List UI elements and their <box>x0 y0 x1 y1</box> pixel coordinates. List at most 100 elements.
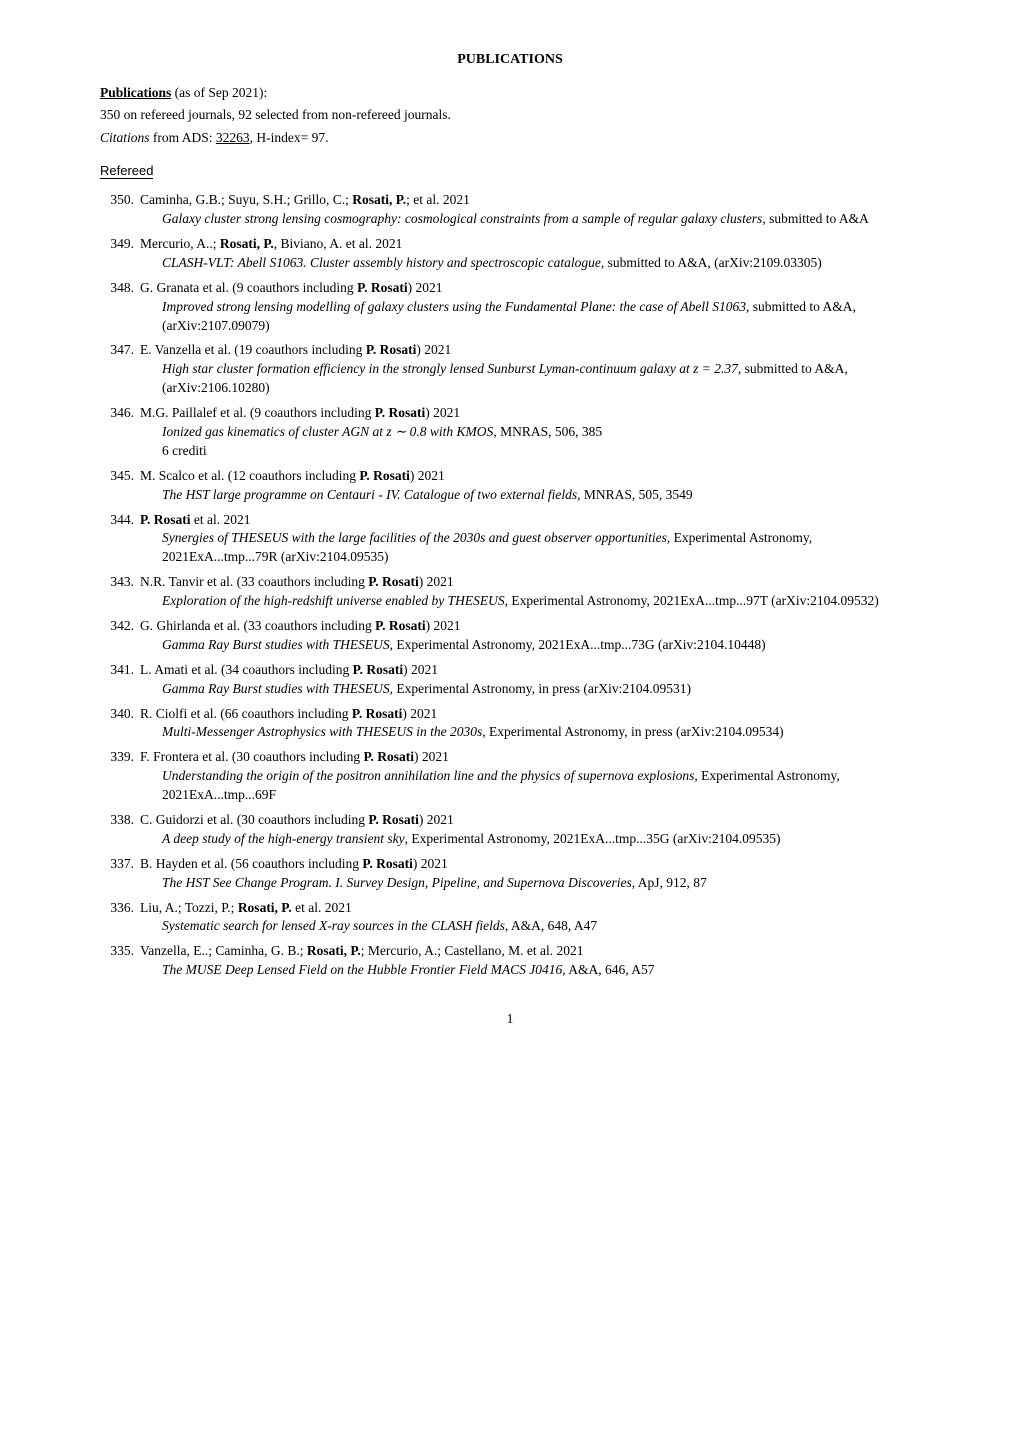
publication-title-line: Understanding the origin of the positron… <box>140 767 920 805</box>
publications-summary-line2: 350 on refereed journals, 92 selected fr… <box>100 106 920 125</box>
publication-title-line: The MUSE Deep Lensed Field on the Hubble… <box>140 961 920 980</box>
publication-item: 346.M.G. Paillalef et al. (9 coauthors i… <box>100 404 920 461</box>
authors-bold: P. Rosati <box>368 812 419 827</box>
publication-number: 346. <box>100 404 140 461</box>
authors-bold: P. Rosati <box>366 342 417 357</box>
publication-title-line: Systematic search for lensed X-ray sourc… <box>140 917 920 936</box>
publication-entry: B. Hayden et al. (56 coauthors including… <box>140 855 920 893</box>
publication-title-line: Ionized gas kinematics of cluster AGN at… <box>140 423 920 442</box>
publication-authors: P. Rosati et al. 2021 <box>140 511 920 530</box>
authors-bold: Rosati, P. <box>352 192 406 207</box>
citations-count: 32263 <box>216 130 250 145</box>
publication-number: 342. <box>100 617 140 655</box>
authors-pre: Vanzella, E..; Caminha, G. B.; <box>140 943 307 958</box>
publication-title-line: High star cluster formation efficiency i… <box>140 360 920 398</box>
publication-item: 335.Vanzella, E..; Caminha, G. B.; Rosat… <box>100 942 920 980</box>
publication-tail: , A&A, 648, A47 <box>505 918 597 933</box>
publication-title-line: The HST See Change Program. I. Survey De… <box>140 874 920 893</box>
authors-bold: P. Rosati <box>362 856 413 871</box>
publication-authors: Mercurio, A..; Rosati, P., Biviano, A. e… <box>140 235 920 254</box>
publication-authors: M. Scalco et al. (12 coauthors including… <box>140 467 920 486</box>
publication-title: Systematic search for lensed X-ray sourc… <box>162 918 505 933</box>
authors-bold: P. Rosati <box>364 749 415 764</box>
authors-pre: M.G. Paillalef et al. (9 coauthors inclu… <box>140 405 375 420</box>
publication-item: 347.E. Vanzella et al. (19 coauthors inc… <box>100 341 920 398</box>
publication-item: 345.M. Scalco et al. (12 coauthors inclu… <box>100 467 920 505</box>
authors-post: ) 2021 <box>408 280 443 295</box>
authors-bold: P. Rosati <box>357 280 408 295</box>
publication-tail: , Experimental Astronomy, 2021ExA...tmp.… <box>405 831 781 846</box>
publication-number: 347. <box>100 341 140 398</box>
publication-number: 337. <box>100 855 140 893</box>
publication-entry: E. Vanzella et al. (19 coauthors includi… <box>140 341 920 398</box>
publication-tail: , MNRAS, 506, 385 <box>493 424 602 439</box>
authors-post: ) 2021 <box>425 405 460 420</box>
publication-authors: Liu, A.; Tozzi, P.; Rosati, P. et al. 20… <box>140 899 920 918</box>
authors-post: et al. 2021 <box>191 512 251 527</box>
authors-bold: P. Rosati <box>353 662 404 677</box>
publications-asof: (as of Sep 2021): <box>171 85 267 100</box>
authors-pre: Caminha, G.B.; Suyu, S.H.; Grillo, C.; <box>140 192 352 207</box>
publication-title-line: Exploration of the high-redshift univers… <box>140 592 920 611</box>
publication-tail: , Experimental Astronomy, in press (arXi… <box>482 724 783 739</box>
publication-title: The HST See Change Program. I. Survey De… <box>162 875 632 890</box>
publication-title: Gamma Ray Burst studies with THESEUS <box>162 637 390 652</box>
publication-title: The MUSE Deep Lensed Field on the Hubble… <box>162 962 562 977</box>
publication-authors: R. Ciolfi et al. (66 coauthors including… <box>140 705 920 724</box>
authors-pre: E. Vanzella et al. (19 coauthors includi… <box>140 342 366 357</box>
publication-entry: N.R. Tanvir et al. (33 coauthors includi… <box>140 573 920 611</box>
authors-post: ) 2021 <box>426 618 461 633</box>
publication-number: 350. <box>100 191 140 229</box>
refereed-heading: Refereed <box>100 162 920 181</box>
publication-entry: L. Amati et al. (34 coauthors including … <box>140 661 920 699</box>
authors-pre: C. Guidorzi et al. (30 coauthors includi… <box>140 812 368 827</box>
authors-bold: P. Rosati <box>359 468 410 483</box>
publication-item: 342.G. Ghirlanda et al. (33 coauthors in… <box>100 617 920 655</box>
authors-post: ; Mercurio, A.; Castellano, M. et al. 20… <box>361 943 584 958</box>
publication-item: 337.B. Hayden et al. (56 coauthors inclu… <box>100 855 920 893</box>
publications-summary-line1: Publications (as of Sep 2021): <box>100 84 920 103</box>
authors-post: ) 2021 <box>419 812 454 827</box>
authors-bold: Rosati, P. <box>238 900 292 915</box>
publication-item: 344.P. Rosati et al. 2021Synergies of TH… <box>100 511 920 568</box>
authors-pre: L. Amati et al. (34 coauthors including <box>140 662 353 677</box>
publication-title-line: CLASH-VLT: Abell S1063. Cluster assembly… <box>140 254 920 273</box>
publication-entry: M.G. Paillalef et al. (9 coauthors inclu… <box>140 404 920 461</box>
publication-entry: F. Frontera et al. (30 coauthors includi… <box>140 748 920 805</box>
publication-title-line: Gamma Ray Burst studies with THESEUS, Ex… <box>140 680 920 699</box>
publications-label: Publications <box>100 85 171 100</box>
publication-number: 336. <box>100 899 140 937</box>
publication-authors: B. Hayden et al. (56 coauthors including… <box>140 855 920 874</box>
authors-pre: N.R. Tanvir et al. (33 coauthors includi… <box>140 574 368 589</box>
publication-title-line: Multi-Messenger Astrophysics with THESEU… <box>140 723 920 742</box>
publication-tail: , submitted to A&A, (arXiv:2109.03305) <box>601 255 822 270</box>
publication-authors: C. Guidorzi et al. (30 coauthors includi… <box>140 811 920 830</box>
authors-post: ) 2021 <box>410 468 445 483</box>
authors-bold: P. Rosati <box>375 618 426 633</box>
publication-item: 339.F. Frontera et al. (30 coauthors inc… <box>100 748 920 805</box>
authors-pre: B. Hayden et al. (56 coauthors including <box>140 856 362 871</box>
publication-title-line: Synergies of THESEUS with the large faci… <box>140 529 920 567</box>
publication-entry: Liu, A.; Tozzi, P.; Rosati, P. et al. 20… <box>140 899 920 937</box>
publication-title-line: Improved strong lensing modelling of gal… <box>140 298 920 336</box>
authors-post: ) 2021 <box>416 342 451 357</box>
publication-tail: , A&A, 646, A57 <box>562 962 654 977</box>
publication-title: Multi-Messenger Astrophysics with THESEU… <box>162 724 482 739</box>
publication-tail: , submitted to A&A <box>762 211 869 226</box>
publication-number: 344. <box>100 511 140 568</box>
publication-title-line: A deep study of the high-energy transien… <box>140 830 920 849</box>
publication-title: Galaxy cluster strong lensing cosmograph… <box>162 211 762 226</box>
publication-title: CLASH-VLT: Abell S1063. Cluster assembly… <box>162 255 601 270</box>
publication-tail: , ApJ, 912, 87 <box>632 875 707 890</box>
publication-title-line: Galaxy cluster strong lensing cosmograph… <box>140 210 920 229</box>
publication-number: 335. <box>100 942 140 980</box>
publication-number: 345. <box>100 467 140 505</box>
authors-pre: F. Frontera et al. (30 coauthors includi… <box>140 749 364 764</box>
publication-title-line: Gamma Ray Burst studies with THESEUS, Ex… <box>140 636 920 655</box>
publication-number: 343. <box>100 573 140 611</box>
publication-entry: G. Ghirlanda et al. (33 coauthors includ… <box>140 617 920 655</box>
authors-bold: P. Rosati <box>375 405 426 420</box>
publication-title: Gamma Ray Burst studies with THESEUS <box>162 681 390 696</box>
authors-post: et al. 2021 <box>292 900 352 915</box>
citations-rest: from ADS: <box>150 130 216 145</box>
